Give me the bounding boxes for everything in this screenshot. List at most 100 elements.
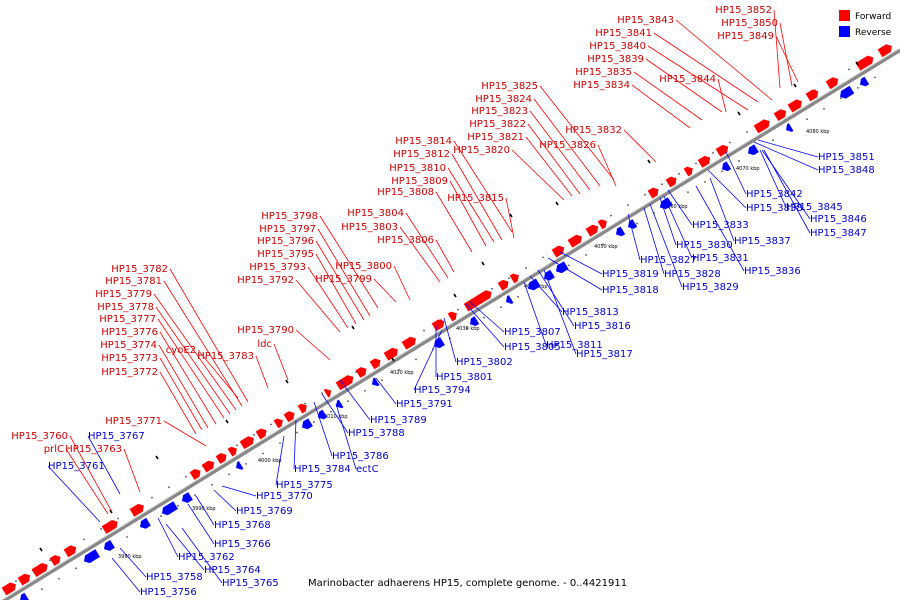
forward-gene [49, 555, 61, 566]
forward-gene [551, 245, 565, 258]
gene-label: HP15_3806 [377, 235, 434, 246]
gene-label: HP15_3764 [204, 565, 261, 576]
backbone-dot [542, 256, 544, 259]
scale-tick-label: 4020 kbp [390, 370, 414, 376]
gene-arrow-shape [463, 290, 492, 312]
backbone-dot [321, 392, 323, 395]
gene-label: HP15_3852 [715, 5, 772, 16]
gene-label: HP15_3771 [105, 416, 162, 427]
gene-label: HP15_3801 [436, 372, 493, 383]
scale-tick-label: 4050 kbp [594, 244, 618, 250]
label-leader [559, 251, 603, 275]
label-leader [275, 435, 285, 486]
label-leader [157, 517, 179, 558]
gene-labels: HP15_3852 HP15_3850 HP15_3849 HP15_3843 HP15… [11, 5, 874, 598]
label-leader [529, 275, 563, 313]
gene-arrow-shape [236, 461, 244, 470]
gene-label: HP15_3770 [256, 491, 313, 502]
gene-arrow-shape [665, 176, 677, 188]
gene-arrow-shape [715, 144, 729, 157]
gene-label: HP15_3769 [236, 506, 293, 517]
backbone-dot [636, 222, 638, 225]
reverse-gene [336, 399, 344, 409]
gene-label: HP15_3776 [101, 327, 158, 338]
reverse-gene [84, 549, 100, 564]
gene-marker [453, 293, 457, 298]
forward-gene [255, 428, 267, 440]
label-leader [539, 85, 615, 181]
label-leader [119, 547, 147, 578]
gene-arrow-shape [825, 77, 839, 90]
gene-arrow-shape [567, 234, 582, 248]
legend-forward-label: Forward [855, 12, 891, 22]
backbone-dot [848, 68, 850, 71]
label-leader [667, 189, 693, 226]
label-leader [773, 9, 781, 89]
forward-gene [189, 469, 201, 480]
backbone-dot [253, 434, 255, 436]
gene-label: HP15_3758 [146, 572, 203, 583]
gene-label: HP15_3765 [222, 578, 279, 589]
label-leader [453, 140, 513, 233]
gene-marker [737, 111, 741, 116]
label-leaders [47, 9, 819, 593]
backbone-dot [151, 496, 153, 499]
label-leader [435, 239, 455, 273]
label-leader [373, 278, 397, 303]
backbone-dot [49, 559, 51, 562]
gene-arrow-shape [840, 85, 855, 99]
backbone-dot [772, 139, 774, 141]
label-leader [393, 265, 411, 301]
gene-arrow-shape [227, 446, 237, 457]
gene-label: HP15_3793 [249, 262, 306, 273]
label-leader [187, 503, 215, 545]
backbone-dot [517, 295, 519, 298]
scale-tick-label: 4030 kbp [456, 326, 480, 332]
reverse-gene [470, 316, 480, 326]
gene-label: HP15_3825 [481, 81, 538, 92]
gene-arrow-shape [140, 517, 151, 529]
scale-tick-label: 4000 kbp [258, 458, 282, 464]
gene-arrow-shape [497, 279, 509, 291]
label-leader [197, 349, 239, 399]
gene-label: HP15_3820 [453, 145, 510, 156]
gene-arrow-shape [401, 336, 416, 350]
reverse-gene [506, 295, 514, 304]
gene-marker [39, 547, 43, 552]
backbone-dot [457, 308, 459, 311]
reverse-gene [104, 540, 115, 551]
label-leader [163, 420, 207, 447]
label-leader [763, 149, 811, 234]
backbone-dot [585, 254, 587, 256]
backbone-dot [304, 402, 306, 405]
forward-gene [787, 99, 802, 113]
label-leader [709, 177, 735, 242]
label-leader [663, 195, 693, 259]
label-leader [547, 257, 603, 291]
backbone-dot [194, 494, 196, 497]
gene-label: HP15_3810 [389, 163, 446, 174]
gene-label: HP15_3786 [332, 451, 389, 462]
label-leader [317, 228, 371, 317]
label-leader [447, 167, 495, 243]
label-leader [69, 435, 113, 513]
forward-gene [31, 562, 48, 577]
gene-label: HP15_3817 [576, 349, 633, 360]
backbone-dot [704, 180, 706, 183]
label-leader [543, 269, 577, 355]
legend-reverse-label: Reverse [855, 28, 892, 38]
label-leader [631, 84, 691, 129]
label-leader [505, 197, 515, 239]
scale-tick-label: 3980 kbp [118, 554, 142, 560]
gene-arrow-shape [239, 436, 254, 450]
gene-label: HP15_3775 [276, 480, 333, 491]
backbone-dot [100, 528, 102, 530]
gene-arrows [1, 44, 892, 600]
gene-label: HP15_3777 [99, 314, 156, 325]
label-leader [335, 403, 357, 470]
gene-label: HP15_3773 [101, 353, 158, 364]
gene-arrow-shape [182, 492, 193, 503]
label-leader [695, 185, 745, 272]
label-leader [759, 149, 787, 208]
gene-label: HP15_3811 [546, 340, 603, 351]
